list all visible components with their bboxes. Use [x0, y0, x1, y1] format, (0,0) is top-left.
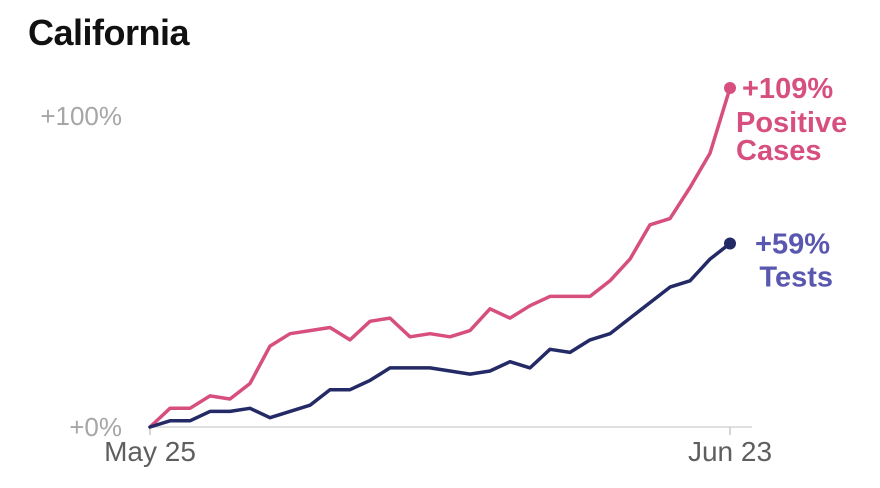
label-positive-value: +109%	[742, 73, 833, 105]
y-tick-label: +100%	[40, 101, 122, 131]
label-tests-name: Tests	[759, 262, 833, 294]
series-line-positive-cases	[148, 86, 732, 429]
x-tick-label: May 25	[104, 436, 196, 467]
x-tick-label: Jun 23	[688, 436, 772, 467]
label-positive-name: Cases	[736, 135, 821, 167]
label-tests-value: +59%	[755, 229, 830, 261]
axes: +0% +100% May 25 Jun 23	[40, 101, 772, 467]
end-marker-tests	[724, 237, 736, 250]
series-group	[148, 82, 736, 429]
chart-title: California	[28, 12, 190, 53]
series-line-tests	[148, 241, 732, 429]
label-positive-name: Positive	[736, 107, 847, 139]
y-tick-label: +0%	[69, 412, 122, 442]
end-marker-positive-cases	[724, 82, 736, 95]
